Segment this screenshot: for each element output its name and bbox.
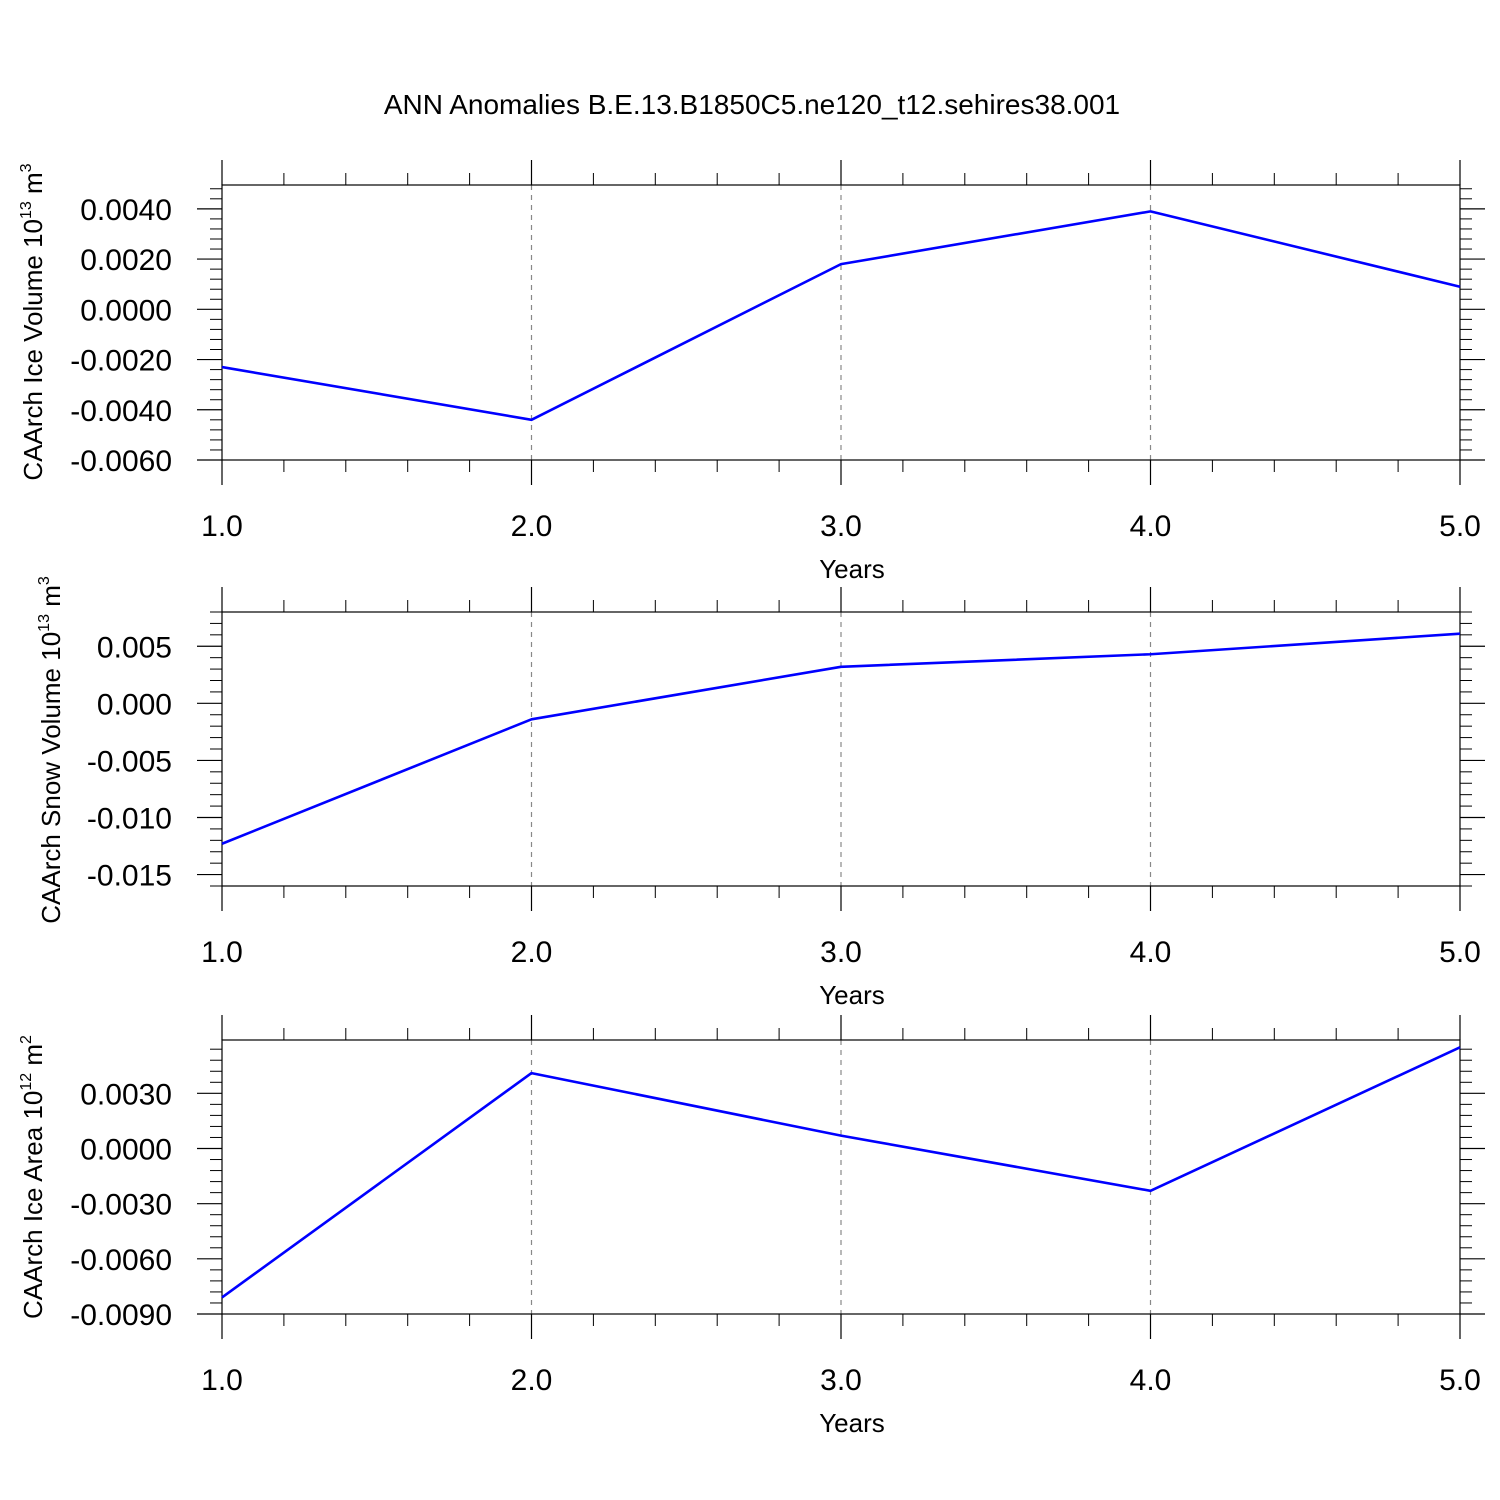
series-line	[221, 1046, 1461, 1299]
panel-1: 1.0 2.0 3.0 4.0 5.0 0.0040 0.0020 0.0000 -0.0020…	[18, 160, 1485, 584]
x-tick-label: 2.0	[511, 936, 553, 969]
x-tick-label: 1.0	[201, 510, 243, 543]
x-tick-label: 4.0	[1130, 1364, 1172, 1397]
y-tick-label: -0.0090	[70, 1299, 172, 1332]
series-line	[221, 632, 1461, 845]
x-tick-label: 1.0	[201, 936, 243, 969]
x-tick-label: 5.0	[1439, 1364, 1481, 1397]
y-tick-label: 0.0020	[80, 244, 172, 277]
y-tick-label: -0.0060	[70, 445, 172, 478]
y-axis-title: CAArch Ice Area 1012 m2	[18, 1035, 48, 1319]
y-tick-label: -0.0030	[70, 1189, 172, 1222]
x-tick-label: 2.0	[511, 510, 553, 543]
y-tick-label: 0.0030	[80, 1078, 172, 1111]
y-tick-label: -0.015	[87, 860, 172, 893]
chart-title: ANN Anomalies B.E.13.B1850C5.ne120_t12.s…	[384, 89, 1120, 120]
y-axis-title: CAArch Ice Volume 1013 m3	[18, 163, 48, 480]
y-tick-label: 0.005	[97, 631, 172, 664]
panel-3: 1.0 2.0 3.0 4.0 5.0 0.0030 0.0000 -0.0030 -0.006…	[18, 1015, 1485, 1438]
x-tick-label: 4.0	[1130, 510, 1172, 543]
x-tick-label: 3.0	[820, 1364, 862, 1397]
y-tick-label: 0.0040	[80, 194, 172, 227]
panel-2: 1.0 2.0 3.0 4.0 5.0 0.005 0.000 -0.005 -0.010 -0.…	[36, 576, 1485, 1010]
y-tick-label: 0.0000	[80, 1133, 172, 1166]
x-tick-label: 2.0	[511, 1364, 553, 1397]
y-tick-label: -0.0040	[70, 395, 172, 428]
x-tick-label: 4.0	[1130, 936, 1172, 969]
y-tick-label: -0.010	[87, 803, 172, 836]
y-tick-label: 0.000	[97, 688, 172, 721]
x-axis-title: Years	[819, 980, 885, 1010]
x-tick-label: 3.0	[820, 510, 862, 543]
y-tick-label: -0.0060	[70, 1244, 172, 1277]
x-axis-title: Years	[819, 1408, 885, 1438]
x-tick-label: 5.0	[1439, 936, 1481, 969]
y-tick-label: -0.005	[87, 745, 172, 778]
y-tick-label: -0.0020	[70, 345, 172, 378]
series-line	[221, 210, 1461, 422]
x-tick-label: 1.0	[201, 1364, 243, 1397]
x-axis-title: Years	[819, 554, 885, 584]
x-tick-label: 3.0	[820, 936, 862, 969]
x-tick-label: 5.0	[1439, 510, 1481, 543]
y-tick-label: 0.0000	[80, 294, 172, 327]
y-axis-title: CAArch Snow Volume 1013 m3	[36, 576, 66, 924]
